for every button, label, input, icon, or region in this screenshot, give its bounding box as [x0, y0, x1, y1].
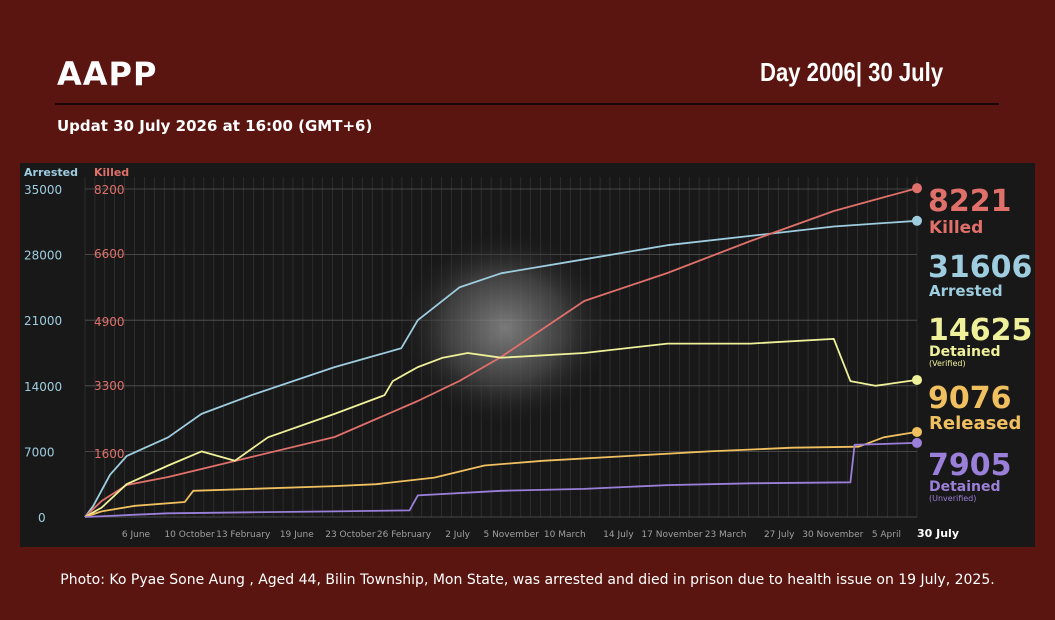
- series-endpoint-verified: [912, 374, 922, 385]
- day-counter: Day 2006| 30 July: [760, 57, 944, 87]
- killed-axis-title: Killed: [94, 166, 129, 179]
- photo-caption: Photo: Ko Pyae Sone Aung , Aged 44, Bili…: [60, 572, 995, 588]
- unverified-sub-label: (Unverified): [929, 494, 976, 503]
- series-endpoint-unverified: [912, 437, 922, 448]
- series-line-killed: [84, 187, 918, 518]
- released-series-label: Released: [929, 413, 1021, 434]
- verified-series-label: Detained: [929, 344, 1001, 360]
- series-endpoint-killed: [912, 183, 922, 194]
- series-end-labels: 8221 Killed 31606 Arrested 14625 Detaine…: [928, 184, 1032, 503]
- axis-ticks: 0 7000 14000 21000 28000 35000 1600 3300 4900 660…: [24, 183, 959, 540]
- verified-value-label: 14625: [928, 313, 1032, 348]
- x-tick-label: 5 November: [483, 530, 539, 540]
- x-tick-label: 23 October: [325, 530, 376, 540]
- series-line-released: [84, 431, 918, 518]
- arrested-tick-label: 35000: [24, 183, 62, 197]
- x-tick-label: 13 February: [216, 530, 271, 540]
- series-endpoint-arrested: [912, 215, 922, 226]
- brand-title: AAPP: [57, 55, 158, 93]
- series-line-unverified: [84, 442, 918, 518]
- killed-tick-label: 8200: [94, 183, 125, 197]
- killed-tick-label: 4900: [94, 315, 125, 329]
- killed-value-label: 8221: [928, 184, 1012, 219]
- x-tick-label: 30 July: [917, 527, 959, 540]
- killed-tick-label: 6600: [94, 247, 125, 261]
- series-lines: [84, 183, 922, 518]
- killed-series-label: Killed: [929, 218, 983, 238]
- x-tick-label: 27 July: [764, 530, 795, 540]
- verified-sub-label: (Verified): [929, 359, 966, 368]
- arrested-axis-title: Arrested: [24, 166, 78, 179]
- unverified-series-label: Detained: [929, 479, 1001, 495]
- x-tick-label: 23 March: [705, 530, 747, 540]
- x-tick-label: 5 April: [872, 530, 901, 540]
- arrested-tick-label: 7000: [24, 445, 55, 459]
- arrested-tick-label: 14000: [24, 380, 62, 394]
- arrested-tick-label: 0: [38, 511, 46, 525]
- update-timestamp: Updat 30 July 2026 at 16:00 (GMT+6): [57, 117, 373, 135]
- x-tick-label: 6 June: [122, 530, 151, 540]
- x-tick-label: 19 June: [280, 530, 314, 540]
- chart-panel: Arrested Killed 0 7000 14000 21000 28000 3500…: [20, 163, 1035, 547]
- killed-tick-label: 1600: [94, 447, 125, 461]
- portrait-photo: [395, 228, 615, 428]
- arrested-tick-label: 28000: [24, 249, 62, 263]
- series-line-verified: [84, 338, 918, 518]
- line-chart: Arrested Killed 0 7000 14000 21000 28000 3500…: [24, 166, 1032, 540]
- x-tick-label: 14 July: [603, 530, 634, 540]
- x-tick-label: 10 March: [544, 530, 586, 540]
- arrested-tick-label: 21000: [24, 314, 62, 328]
- header-divider: [55, 103, 999, 105]
- unverified-value-label: 7905: [928, 448, 1012, 483]
- axis-titles: Arrested Killed: [24, 166, 129, 179]
- x-tick-label: 30 November: [802, 530, 863, 540]
- released-value-label: 9076: [928, 381, 1012, 416]
- x-tick-label: 2 July: [445, 530, 470, 540]
- arrested-value-label: 31606: [928, 250, 1032, 285]
- arrested-series-label: Arrested: [929, 282, 1003, 300]
- x-tick-label: 17 November: [641, 530, 702, 540]
- x-tick-label: 26 February: [377, 530, 432, 540]
- x-tick-label: 10 October: [164, 530, 215, 540]
- series-endpoint-released: [912, 426, 922, 437]
- series-line-arrested: [84, 219, 918, 518]
- killed-tick-label: 3300: [94, 379, 125, 393]
